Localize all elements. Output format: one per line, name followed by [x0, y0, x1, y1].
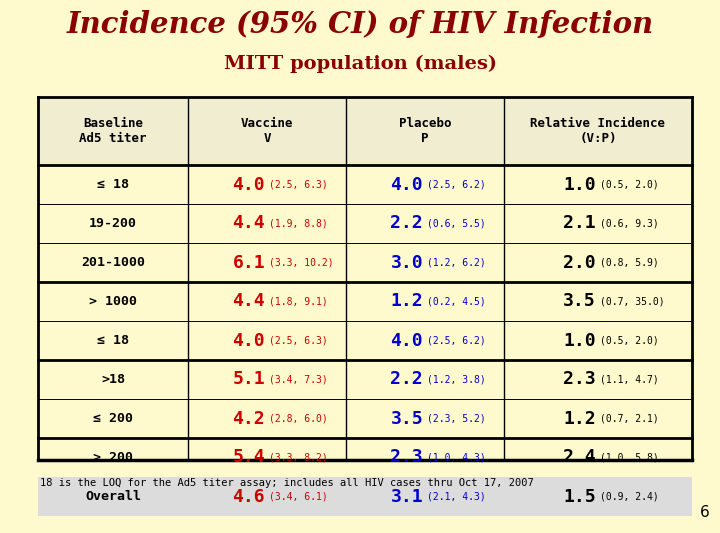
- Text: (2.5, 6.3): (2.5, 6.3): [269, 335, 328, 345]
- Text: (0.6, 9.3): (0.6, 9.3): [600, 219, 659, 229]
- Text: (3.3, 8.2): (3.3, 8.2): [269, 453, 328, 463]
- Text: (2.8, 6.0): (2.8, 6.0): [269, 414, 328, 424]
- Text: (2.3, 5.2): (2.3, 5.2): [427, 414, 486, 424]
- Text: 1.2: 1.2: [563, 409, 596, 427]
- Text: 3.5: 3.5: [563, 293, 596, 311]
- Text: 1.2: 1.2: [390, 293, 423, 311]
- Text: Placebo
P: Placebo P: [399, 117, 451, 145]
- Text: (2.5, 6.2): (2.5, 6.2): [427, 335, 486, 345]
- Text: (3.4, 6.1): (3.4, 6.1): [269, 491, 328, 502]
- Text: 1.0: 1.0: [563, 175, 596, 193]
- Text: (0.5, 2.0): (0.5, 2.0): [600, 180, 659, 190]
- Text: Overall: Overall: [85, 490, 141, 503]
- Text: > 1000: > 1000: [89, 295, 137, 308]
- Text: (3.4, 7.3): (3.4, 7.3): [269, 375, 328, 384]
- Text: 6.1: 6.1: [233, 254, 265, 271]
- Text: 6: 6: [701, 505, 710, 520]
- Text: (0.7, 35.0): (0.7, 35.0): [600, 296, 665, 306]
- Text: 2.4: 2.4: [563, 448, 596, 466]
- Text: (0.6, 5.5): (0.6, 5.5): [427, 219, 486, 229]
- Text: Baseline
Ad5 titer: Baseline Ad5 titer: [79, 117, 147, 145]
- Text: Vaccine
V: Vaccine V: [240, 117, 293, 145]
- Text: (1.8, 9.1): (1.8, 9.1): [269, 296, 328, 306]
- Bar: [38, 477, 692, 516]
- Text: (1.2, 6.2): (1.2, 6.2): [427, 257, 486, 268]
- Text: > 200: > 200: [93, 451, 133, 464]
- Text: 2.1: 2.1: [563, 214, 596, 232]
- Text: 4.6: 4.6: [233, 488, 265, 505]
- Text: 5.1: 5.1: [233, 370, 265, 389]
- Bar: [38, 97, 692, 165]
- Text: 3.1: 3.1: [390, 488, 423, 505]
- Text: 201-1000: 201-1000: [81, 256, 145, 269]
- Text: 3.0: 3.0: [390, 254, 423, 271]
- Text: (0.7, 2.1): (0.7, 2.1): [600, 414, 659, 424]
- Text: ≤ 18: ≤ 18: [97, 178, 129, 191]
- Text: 5.4: 5.4: [233, 448, 265, 466]
- Text: (0.2, 4.5): (0.2, 4.5): [427, 296, 486, 306]
- Text: (1.0, 5.8): (1.0, 5.8): [600, 453, 659, 463]
- Text: 4.4: 4.4: [233, 214, 265, 232]
- Text: 2.3: 2.3: [390, 448, 423, 466]
- Text: 3.5: 3.5: [390, 409, 423, 427]
- Text: Relative Incidence
(V:P): Relative Incidence (V:P): [531, 117, 665, 145]
- Text: ≤ 200: ≤ 200: [93, 412, 133, 425]
- Text: (1.9, 8.8): (1.9, 8.8): [269, 219, 328, 229]
- Text: ≤ 18: ≤ 18: [97, 334, 129, 347]
- Text: 4.2: 4.2: [233, 409, 265, 427]
- Text: (1.2, 3.8): (1.2, 3.8): [427, 375, 486, 384]
- Text: 2.0: 2.0: [563, 254, 596, 271]
- Text: (3.3, 10.2): (3.3, 10.2): [269, 257, 333, 268]
- Text: (0.5, 2.0): (0.5, 2.0): [600, 335, 659, 345]
- Text: 2.2: 2.2: [390, 214, 423, 232]
- Text: (1.0, 4.3): (1.0, 4.3): [427, 453, 486, 463]
- Text: (0.8, 5.9): (0.8, 5.9): [600, 257, 659, 268]
- Text: 4.0: 4.0: [233, 332, 265, 350]
- Text: 4.0: 4.0: [390, 332, 423, 350]
- Text: Incidence (95% CI) of HIV Infection: Incidence (95% CI) of HIV Infection: [66, 10, 654, 39]
- Text: (2.5, 6.2): (2.5, 6.2): [427, 180, 486, 190]
- Text: 2.3: 2.3: [563, 370, 596, 389]
- Text: 4.0: 4.0: [233, 175, 265, 193]
- Text: 2.2: 2.2: [390, 370, 423, 389]
- Text: MITT population (males): MITT population (males): [223, 55, 497, 73]
- Text: (0.9, 2.4): (0.9, 2.4): [600, 491, 659, 502]
- Text: >18: >18: [101, 373, 125, 386]
- Text: 4.4: 4.4: [233, 293, 265, 311]
- Text: 1.5: 1.5: [563, 488, 596, 505]
- Text: 19-200: 19-200: [89, 217, 137, 230]
- Text: 1.0: 1.0: [563, 332, 596, 350]
- Text: 4.0: 4.0: [390, 175, 423, 193]
- Text: 18 is the LOQ for the Ad5 titer assay; includes all HIV cases thru Oct 17, 2007: 18 is the LOQ for the Ad5 titer assay; i…: [40, 478, 534, 488]
- Text: (2.5, 6.3): (2.5, 6.3): [269, 180, 328, 190]
- Text: (2.1, 4.3): (2.1, 4.3): [427, 491, 486, 502]
- Text: (1.1, 4.7): (1.1, 4.7): [600, 375, 659, 384]
